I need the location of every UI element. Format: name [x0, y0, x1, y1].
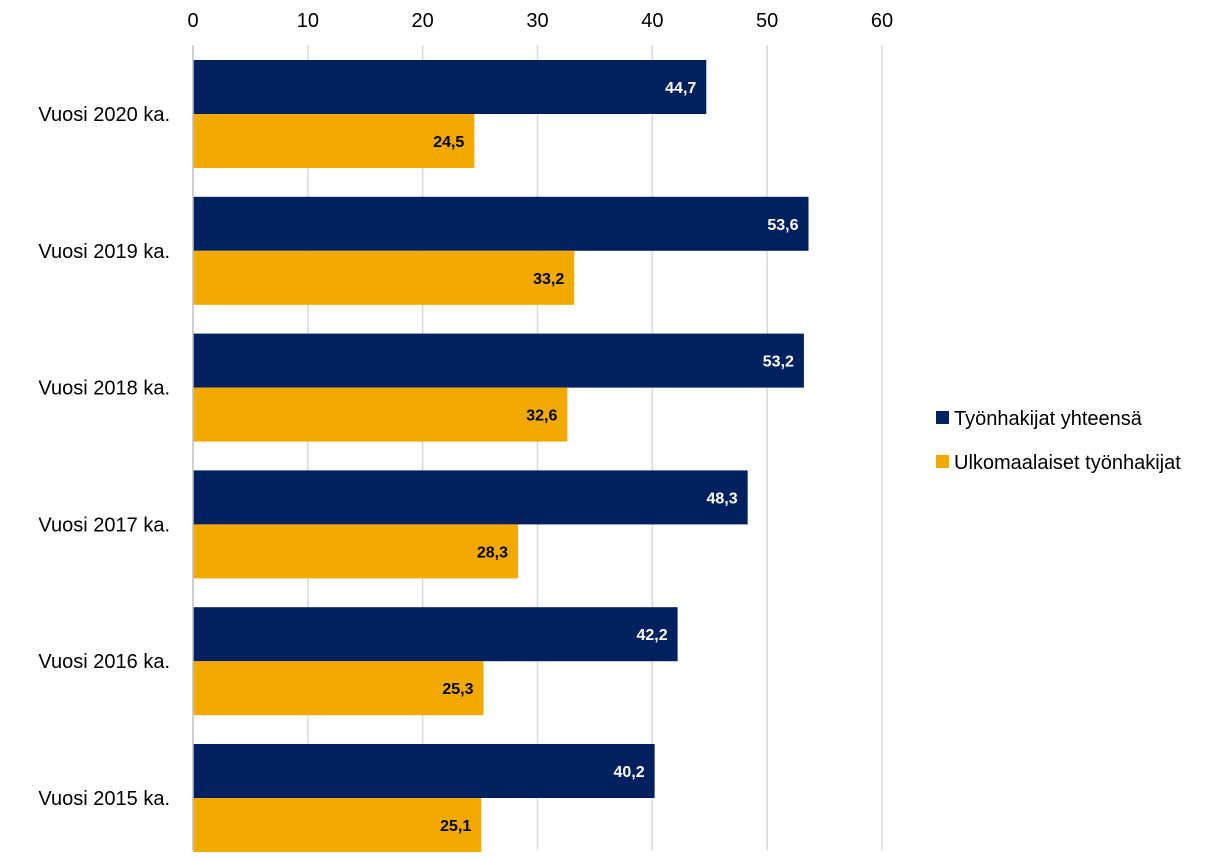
- category-label: Vuosi 2019 ka.: [38, 241, 170, 263]
- legend-swatch-series-1: [936, 411, 949, 424]
- bar-value-label: 44,7: [665, 80, 696, 97]
- x-tick-label: 60: [871, 10, 893, 32]
- category-labels: Vuosi 2020 ka. Vuosi 2019 ka. Vuosi 2018 k…: [38, 104, 170, 810]
- gridlines: [307, 45, 883, 850]
- bar-value-label: 53,6: [767, 217, 798, 234]
- bar: [193, 333, 804, 388]
- bar: [193, 798, 482, 852]
- x-tick-label: 50: [756, 10, 778, 32]
- category-label: Vuosi 2017 ka.: [38, 514, 170, 536]
- bar: [193, 661, 484, 716]
- bar: [193, 524, 518, 579]
- category-label: Vuosi 2015 ka.: [38, 788, 170, 810]
- bar: [193, 250, 575, 305]
- bar: [193, 114, 475, 168]
- bar-value-label: 33,2: [533, 271, 564, 288]
- category-label: Vuosi 2018 ka.: [38, 378, 170, 400]
- x-tick-label: 20: [412, 10, 434, 32]
- bar: [193, 196, 809, 251]
- bar-value-label: 25,1: [440, 818, 471, 835]
- legend-label-series-2: Ulkomaalaiset työnhakijat: [954, 452, 1181, 474]
- legend-label-series-1: Työnhakijat yhteensä: [954, 408, 1143, 430]
- bar-value-label: 48,3: [707, 490, 738, 507]
- legend-swatch-series-2: [936, 455, 949, 468]
- bars: 44,7 24,5 53,6 33,2 53,2 32,6 48,3 28,3 42,2 25,3…: [193, 60, 809, 852]
- bar: [193, 470, 748, 525]
- category-label: Vuosi 2016 ka.: [38, 651, 170, 673]
- bar-value-label: 53,2: [763, 354, 794, 371]
- bar-value-label: 28,3: [477, 544, 508, 561]
- bar-value-label: 42,2: [636, 627, 667, 644]
- x-tick-label: 10: [297, 10, 319, 32]
- bar: [193, 744, 655, 798]
- bar: [193, 387, 568, 442]
- bar: [193, 60, 707, 114]
- bar-value-label: 24,5: [433, 134, 464, 151]
- x-tick-label: 40: [641, 10, 663, 32]
- x-tick-label: 30: [526, 10, 548, 32]
- bar-value-label: 32,6: [526, 408, 557, 425]
- x-axis-ticks: 0 10 20 30 40 50 60: [187, 10, 893, 32]
- bar-value-label: 25,3: [442, 681, 473, 698]
- legend: Työnhakijat yhteensä Ulkomaalaiset työnh…: [936, 408, 1181, 474]
- x-tick-label: 0: [187, 10, 198, 32]
- bar: [193, 607, 678, 662]
- bar-value-label: 40,2: [613, 764, 644, 781]
- category-label: Vuosi 2020 ka.: [38, 104, 170, 126]
